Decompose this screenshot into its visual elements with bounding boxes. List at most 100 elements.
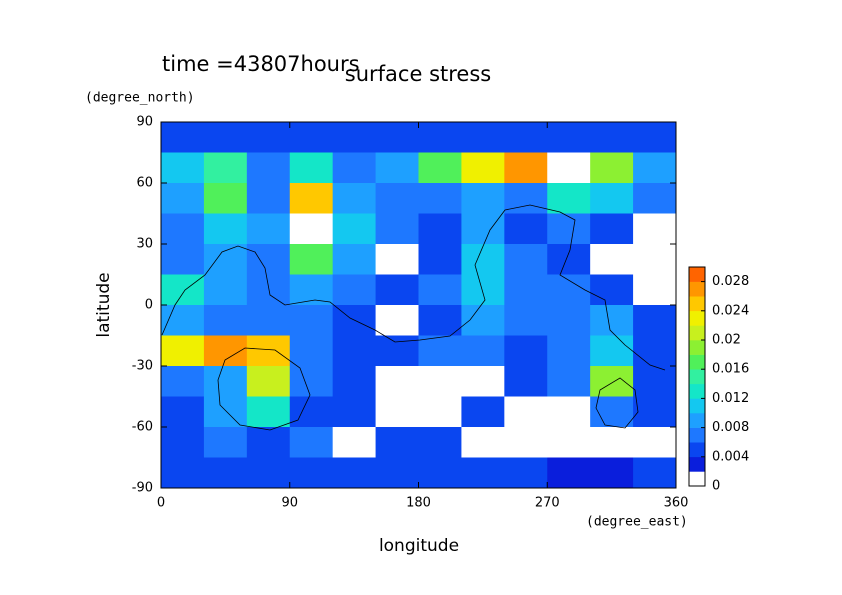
cell bbox=[633, 152, 677, 184]
cell bbox=[375, 335, 419, 367]
cell bbox=[504, 396, 548, 428]
colorbar-swatch bbox=[689, 442, 705, 458]
cell bbox=[203, 305, 248, 336]
y-tick-label: 60 bbox=[136, 176, 153, 191]
cell bbox=[246, 152, 291, 184]
cell bbox=[418, 427, 462, 458]
cell bbox=[203, 213, 248, 245]
cell bbox=[161, 335, 205, 367]
cell bbox=[590, 244, 634, 275]
cell bbox=[418, 274, 462, 306]
colorbar-tick-label: 0.024 bbox=[712, 303, 749, 318]
cell bbox=[418, 183, 462, 214]
cell bbox=[461, 396, 505, 428]
x-tick-label: 90 bbox=[281, 496, 298, 511]
cell bbox=[590, 213, 634, 245]
colorbar-swatch bbox=[689, 383, 705, 399]
cell bbox=[203, 152, 248, 184]
cell bbox=[418, 152, 462, 184]
cell bbox=[547, 305, 591, 336]
colorbar-swatch bbox=[689, 413, 705, 428]
cell bbox=[246, 335, 291, 367]
colorbar-swatch bbox=[689, 398, 705, 414]
cell bbox=[203, 244, 248, 275]
colorbar-tick-label: 0.016 bbox=[712, 362, 749, 377]
cell bbox=[161, 244, 205, 275]
cell bbox=[246, 183, 291, 214]
cell bbox=[590, 335, 634, 367]
colorbar-tick-label: 0.004 bbox=[712, 449, 749, 464]
x-axis-label: longitude bbox=[379, 536, 459, 556]
colorbar-swatch bbox=[689, 369, 705, 385]
cell bbox=[332, 183, 377, 214]
field bbox=[161, 122, 677, 489]
cell bbox=[203, 335, 248, 367]
colorbar-swatch bbox=[689, 310, 705, 326]
y-tick-label: 30 bbox=[136, 237, 153, 252]
cell bbox=[161, 427, 205, 458]
cell bbox=[504, 244, 548, 275]
cell bbox=[418, 335, 462, 367]
colorbar-swatch bbox=[689, 281, 705, 297]
coastlines bbox=[161, 204, 666, 431]
cell bbox=[289, 152, 334, 184]
cell bbox=[633, 305, 677, 336]
x-units: (degree_east) bbox=[586, 515, 688, 530]
cell bbox=[461, 244, 505, 275]
cell bbox=[633, 274, 677, 306]
cell bbox=[161, 305, 205, 336]
colorbar-tick-label: 0.008 bbox=[712, 420, 749, 435]
cell bbox=[246, 427, 291, 458]
cell bbox=[289, 305, 334, 336]
cell bbox=[547, 183, 591, 214]
cell bbox=[203, 427, 248, 458]
cell bbox=[418, 366, 462, 397]
cell bbox=[332, 244, 377, 275]
cell bbox=[461, 152, 505, 184]
cell bbox=[461, 457, 505, 489]
cell bbox=[504, 427, 548, 458]
cell bbox=[547, 457, 591, 489]
cell bbox=[547, 366, 591, 397]
cell bbox=[246, 244, 291, 275]
colorbar-swatch bbox=[689, 456, 705, 472]
cell bbox=[547, 152, 591, 184]
cell bbox=[633, 366, 677, 397]
cell bbox=[461, 335, 505, 367]
colorbar-tick-label: 0 bbox=[712, 479, 720, 494]
colorbar-frame bbox=[688, 266, 706, 487]
cell bbox=[590, 183, 634, 214]
cell bbox=[461, 183, 505, 214]
cell bbox=[547, 396, 591, 428]
cell bbox=[289, 122, 334, 153]
cell bbox=[289, 396, 334, 428]
cell bbox=[590, 366, 634, 397]
cell bbox=[461, 427, 505, 458]
cell bbox=[161, 213, 205, 245]
cell bbox=[418, 457, 462, 489]
cell bbox=[590, 427, 634, 458]
cell bbox=[332, 335, 377, 367]
cell bbox=[633, 396, 677, 428]
chart-title: surface stress bbox=[345, 62, 491, 86]
cell bbox=[332, 122, 377, 153]
y-tick-label: -30 bbox=[132, 359, 153, 374]
cell bbox=[289, 213, 334, 245]
cell bbox=[289, 457, 334, 489]
cell bbox=[418, 396, 462, 428]
colorbar-tick-label: 0.012 bbox=[712, 391, 749, 406]
cell bbox=[332, 457, 377, 489]
cell bbox=[461, 274, 505, 306]
cell bbox=[504, 366, 548, 397]
cell bbox=[246, 122, 291, 153]
colorbar-swatch bbox=[689, 296, 705, 312]
cell bbox=[633, 244, 677, 275]
cell bbox=[332, 366, 377, 397]
cell bbox=[633, 122, 677, 153]
cell bbox=[375, 305, 419, 336]
y-tick-label: -60 bbox=[132, 420, 153, 435]
cell bbox=[375, 457, 419, 489]
cell bbox=[504, 335, 548, 367]
cell bbox=[547, 335, 591, 367]
cell bbox=[590, 457, 634, 489]
